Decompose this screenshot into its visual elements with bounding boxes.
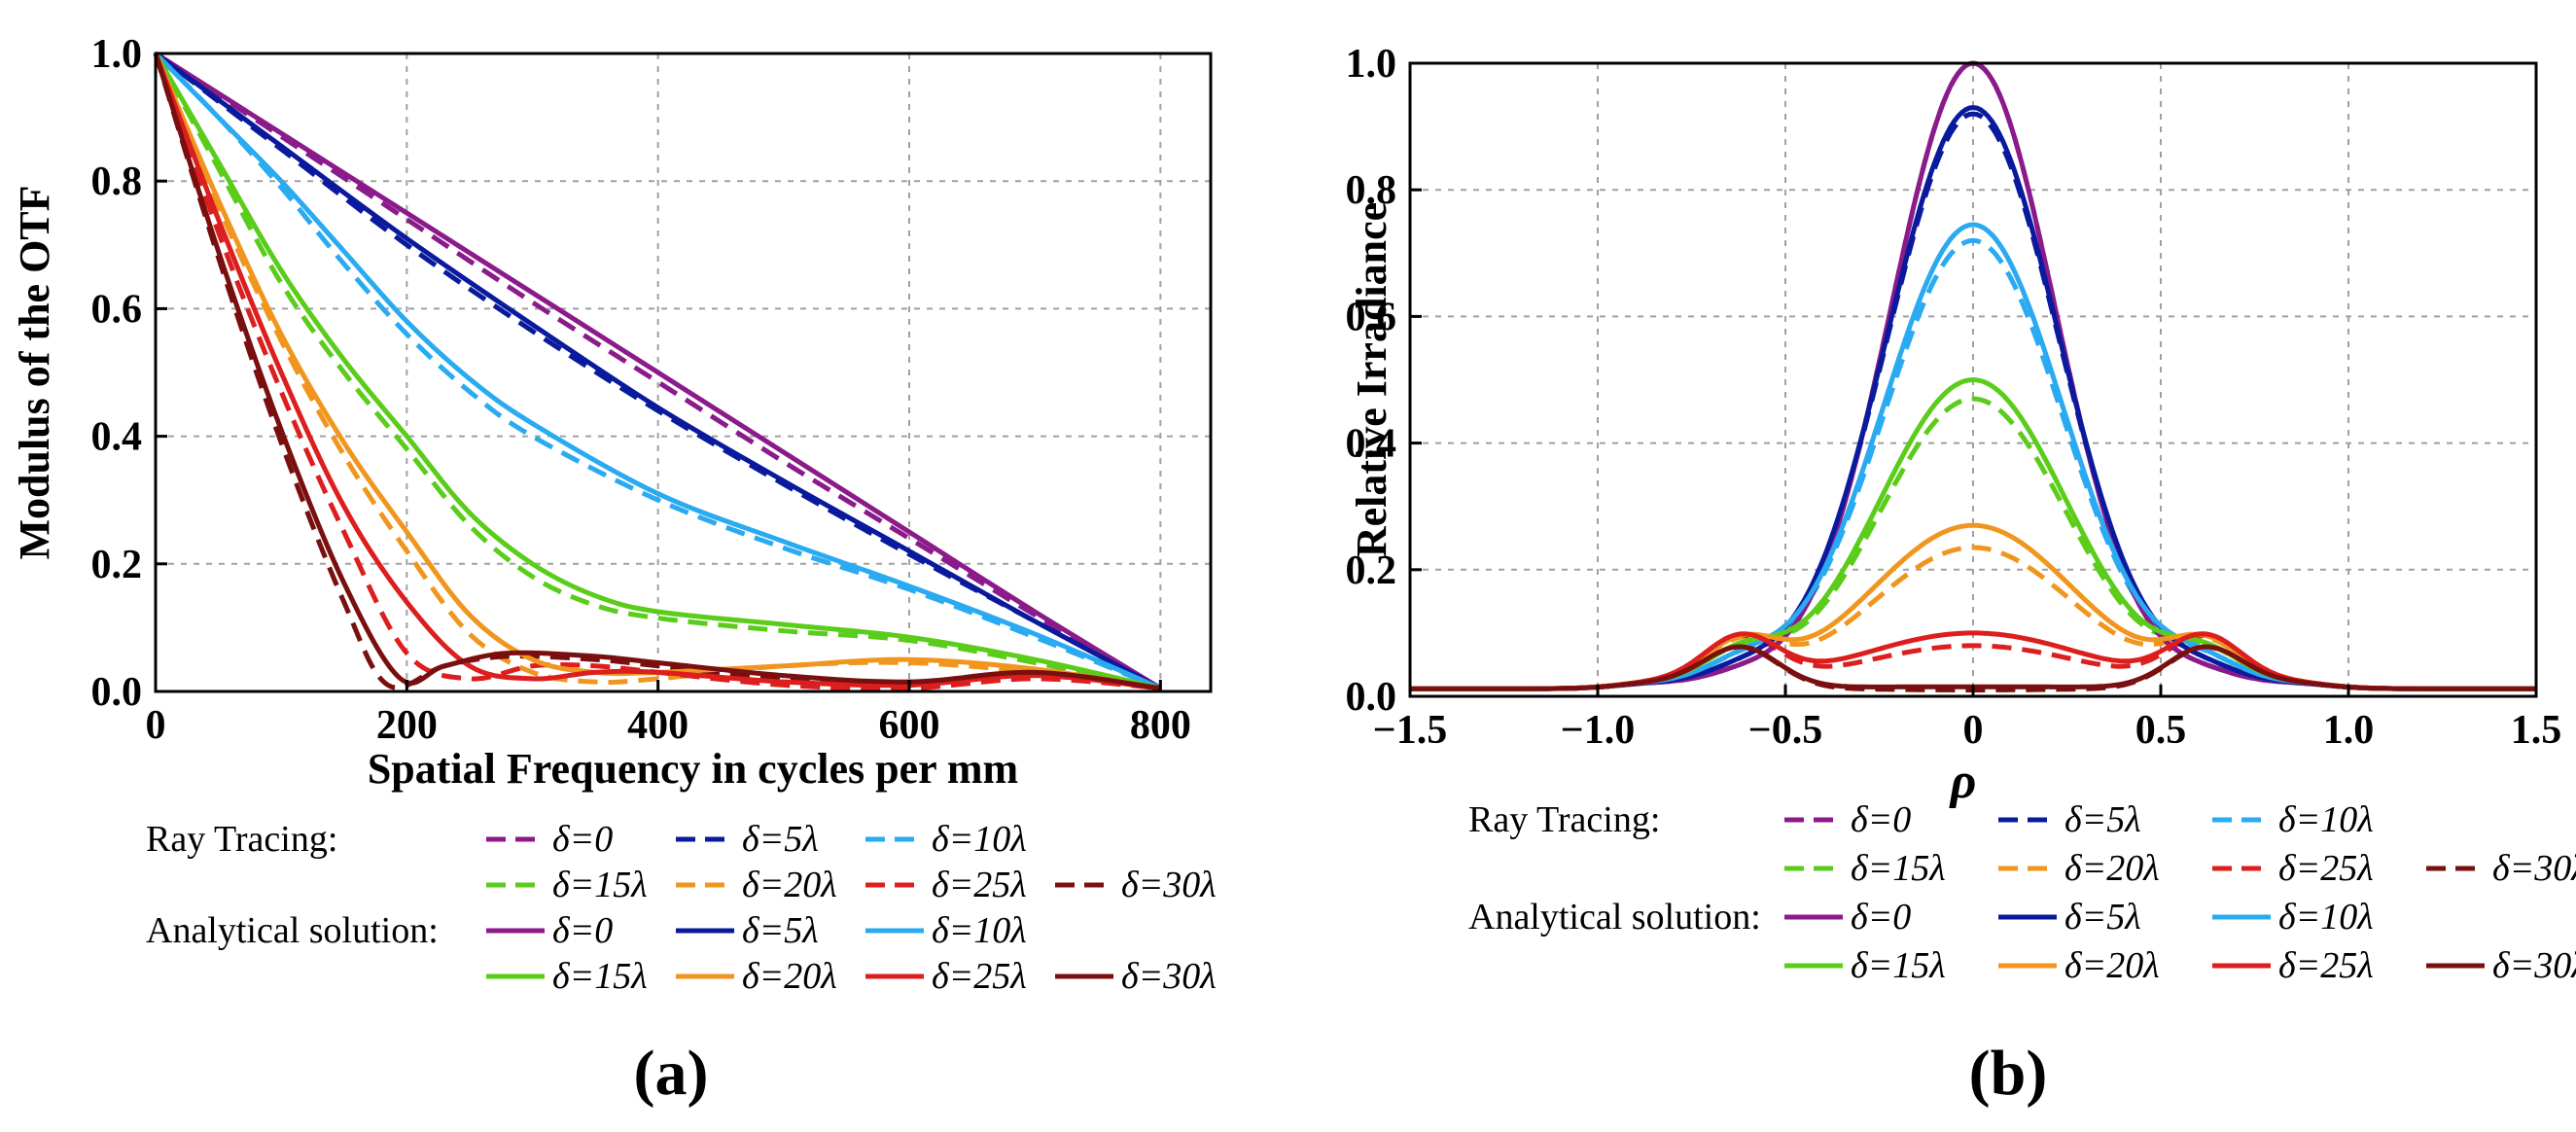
x-tick-label: 200 — [376, 703, 438, 748]
legend-label-analytical-solution-delta-25lambda: δ=25λ — [2278, 945, 2374, 986]
legend-label-ray-tracing-delta-10lambda: δ=10λ — [2278, 799, 2374, 840]
legend-label-ray-tracing-delta-30lambda: δ=30λ — [1121, 865, 1217, 905]
x-tick-label: 1.0 — [2323, 708, 2375, 753]
x-axis-title: ρ — [1949, 754, 1977, 809]
legend-label-analytical-solution-delta-15lambda: δ=15λ — [1851, 945, 1946, 986]
x-tick-label: −0.5 — [1748, 708, 1822, 753]
panel-a-chart: 0 200 400 600 800 0.0 0.2 0.4 0.6 0.8 1.0 Spatial F… — [11, 32, 1213, 1109]
series-line-ray-tracing-delta-25lambda — [153, 53, 1161, 691]
legend-label-ray-tracing-delta-5lambda: δ=5λ — [742, 819, 819, 860]
x-tick-label: 0 — [146, 703, 166, 748]
legend-label-analytical-solution-delta-0: δ=0 — [1851, 897, 1911, 937]
legend-label-ray-tracing-delta-0: δ=0 — [1851, 799, 1911, 840]
y-tick-label: 0.0 — [91, 670, 143, 715]
legend-label-ray-tracing-delta-20lambda: δ=20λ — [742, 865, 837, 905]
legend-label-analytical-solution-delta-30lambda: δ=30λ — [2492, 945, 2576, 986]
legend-label-ray-tracing-delta-25lambda: δ=25λ — [2278, 848, 2374, 889]
legend-label-ray-tracing-delta-10lambda: δ=10λ — [932, 819, 1027, 860]
series-line-analytical-solution-delta-5lambda — [154, 51, 1162, 690]
panel-label: (a) — [634, 1038, 709, 1109]
y-tick-label: 0.8 — [91, 159, 143, 204]
series-line-ray-tracing-delta-10lambda — [154, 52, 1162, 691]
legend-label-analytical-solution-delta-25lambda: δ=25λ — [932, 956, 1027, 997]
legend-label-analytical-solution-delta-0: δ=0 — [552, 910, 613, 951]
y-tick-label: 0.4 — [91, 415, 143, 460]
plot-frame — [154, 52, 1213, 693]
legend-group-label-analytical: Analytical solution: — [1468, 897, 1761, 937]
legend-label-ray-tracing-delta-0: δ=0 — [552, 819, 613, 860]
x-axis-title: Spatial Frequency in cycles per mm — [368, 745, 1018, 793]
legend-label-analytical-solution-delta-5lambda: δ=5λ — [2064, 897, 2141, 937]
series-line-analytical-solution-delta-0 — [154, 51, 1162, 690]
legend-label-analytical-solution-delta-15lambda: δ=15λ — [552, 956, 648, 997]
legend-group-label-ray-tracing: Ray Tracing: — [1468, 799, 1660, 840]
y-tick-label: 0.6 — [91, 287, 143, 332]
y-tick-label: 0.2 — [91, 543, 143, 587]
legend-label-analytical-solution-delta-10lambda: δ=10λ — [2278, 897, 2374, 937]
series-line-analytical-solution-delta-25lambda — [153, 53, 1161, 691]
legend-label-analytical-solution-delta-30lambda: δ=30λ — [1121, 956, 1217, 997]
y-axis-title: Relative Irradiance — [1348, 202, 1395, 557]
legend-label-ray-tracing-delta-25lambda: δ=25λ — [932, 865, 1027, 905]
y-tick-label: 1.0 — [1346, 42, 1397, 87]
panel-label: (b) — [1969, 1038, 2048, 1109]
panel-b-chart: −1.5 −1.0 −0.5 0 0.5 1.0 1.5 0.0 0.2 0.4 0.6 0.8 1.0… — [1346, 42, 2562, 1109]
series-line-ray-tracing-delta-0 — [154, 51, 1162, 690]
series-line-analytical-solution-delta-20lambda — [153, 53, 1161, 691]
x-tick-label: 400 — [627, 703, 688, 748]
y-axis-title: Modulus of the OTF — [11, 185, 58, 559]
series-line-ray-tracing-delta-30lambda — [153, 53, 1161, 691]
y-tick-label: 1.0 — [91, 32, 143, 77]
legend-label-analytical-solution-delta-5lambda: δ=5λ — [742, 910, 819, 951]
legend-label-ray-tracing-delta-5lambda: δ=5λ — [2064, 799, 2141, 840]
x-tick-label: −1.0 — [1561, 708, 1635, 753]
legend-label-analytical-solution-delta-20lambda: δ=20λ — [2064, 945, 2160, 986]
x-tick-label: 0 — [1963, 708, 1984, 753]
legend-label-ray-tracing-delta-30lambda: δ=30λ — [2492, 848, 2576, 889]
x-tick-label: −1.5 — [1373, 708, 1447, 753]
panel-b-legend: Ray Tracing: Analytical solution: δ=0 δ=5λ δ… — [1468, 799, 2576, 986]
legend-label-ray-tracing-delta-15lambda: δ=15λ — [1851, 848, 1946, 889]
series-line-analytical-solution-delta-15lambda — [153, 52, 1161, 691]
x-tick-label: 600 — [879, 703, 940, 748]
panel-a-legend: Ray Tracing: Analytical solution: δ=0 δ=5λ δ… — [146, 819, 1217, 997]
series-line-ray-tracing-delta-15lambda — [153, 52, 1161, 691]
legend-label-analytical-solution-delta-10lambda: δ=10λ — [932, 910, 1027, 951]
legend-label-ray-tracing-delta-15lambda: δ=15λ — [552, 865, 648, 905]
x-tick-label: 1.5 — [2511, 708, 2562, 753]
y-tick-label: 0.0 — [1346, 675, 1397, 720]
x-tick-label: 0.5 — [2135, 708, 2187, 753]
x-tick-label: 800 — [1130, 703, 1191, 748]
y-tick-label: 0.4 — [1346, 422, 1397, 467]
y-tick-label: 0.2 — [1346, 548, 1397, 593]
legend-label-analytical-solution-delta-20lambda: δ=20λ — [742, 956, 837, 997]
legend-label-ray-tracing-delta-20lambda: δ=20λ — [2064, 848, 2160, 889]
legend-group-label-ray-tracing: Ray Tracing: — [146, 819, 337, 860]
y-tick-label: 0.8 — [1346, 168, 1397, 213]
y-tick-label: 0.6 — [1346, 295, 1397, 339]
series-line-analytical-solution-delta-10lambda — [154, 52, 1162, 691]
legend-group-label-analytical: Analytical solution: — [146, 910, 439, 951]
series-line-ray-tracing-delta-20lambda — [153, 53, 1161, 691]
